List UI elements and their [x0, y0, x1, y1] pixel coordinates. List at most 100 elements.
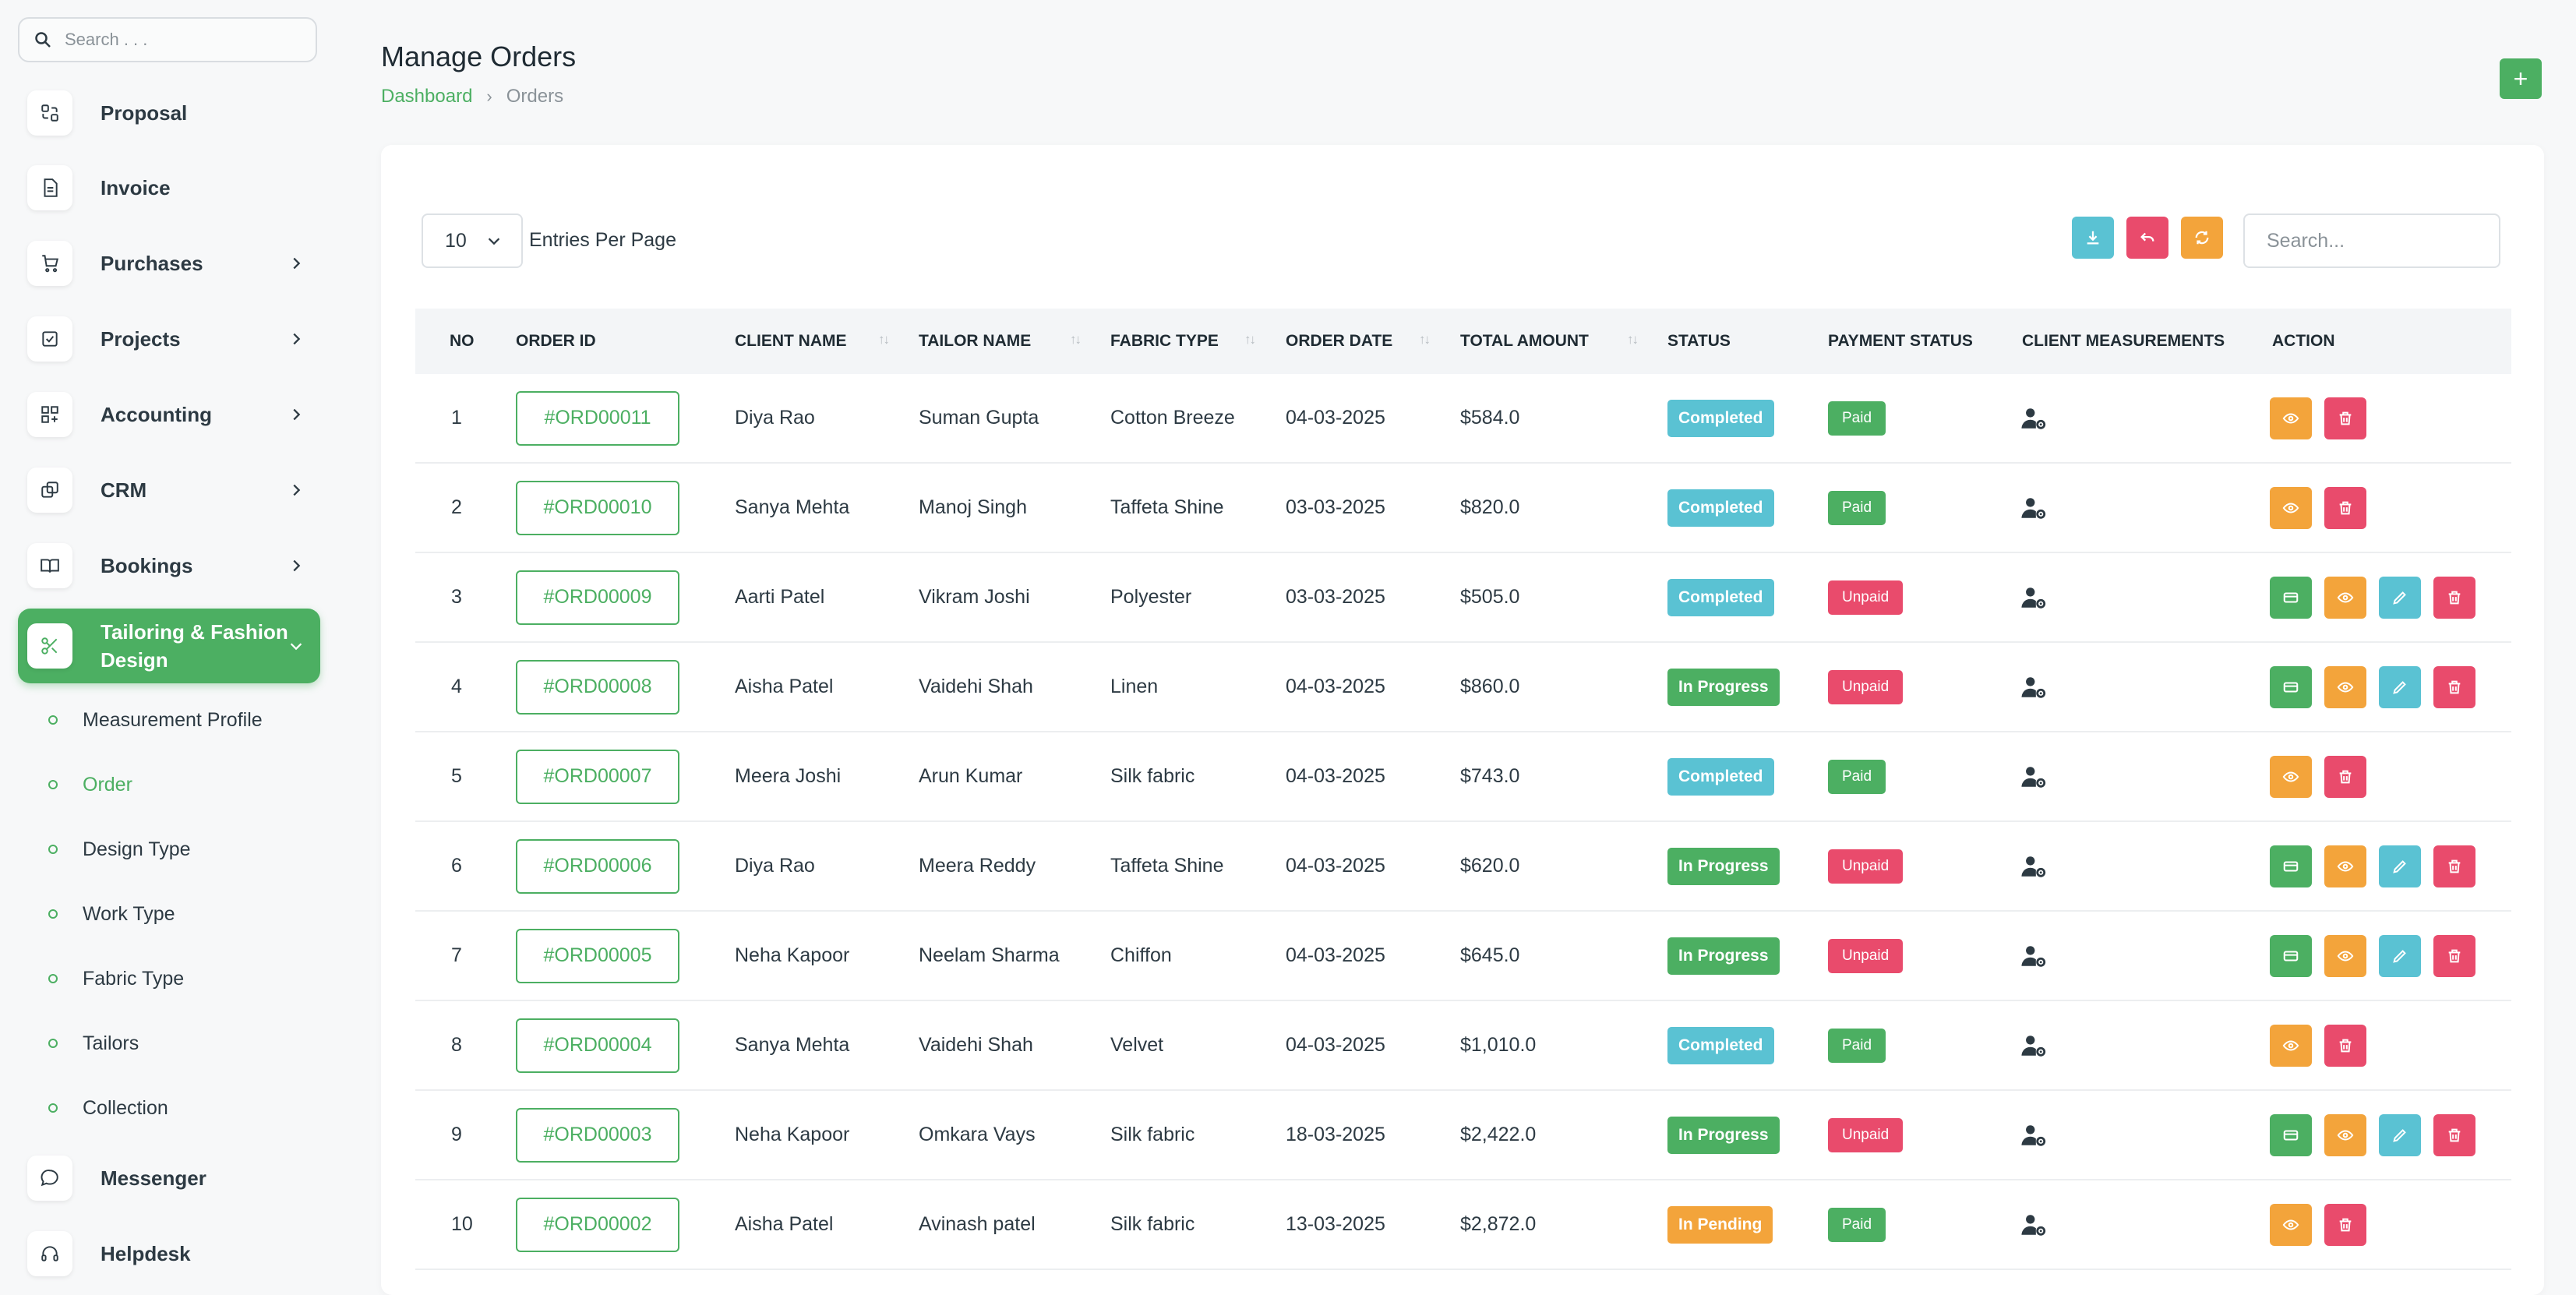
order-date: 13-03-2025: [1286, 1213, 1385, 1235]
row-number: 3: [451, 586, 462, 608]
payment-button[interactable]: [2270, 934, 2312, 977]
submenu-order[interactable]: Order: [48, 769, 132, 800]
client-measurements-button[interactable]: [2020, 1180, 2047, 1269]
refresh-button[interactable]: [2181, 217, 2223, 259]
column-header-order-date[interactable]: ORDER DATE: [1286, 332, 1393, 350]
view-button[interactable]: [2324, 1113, 2366, 1156]
client-measurements-button[interactable]: [2020, 732, 2047, 820]
sidebar-item-purchases[interactable]: Purchases: [18, 231, 320, 295]
submenu-tailors[interactable]: Tailors: [48, 1028, 139, 1059]
view-button[interactable]: [2324, 576, 2366, 619]
order-id-button[interactable]: #ORD00006: [516, 838, 679, 894]
view-button[interactable]: [2324, 934, 2366, 977]
order-date: 04-03-2025: [1286, 676, 1385, 697]
delete-button[interactable]: [2324, 486, 2366, 529]
sidebar-item-invoice[interactable]: Invoice: [18, 156, 320, 220]
view-button[interactable]: [2324, 845, 2366, 887]
table-search-placeholder: Search...: [2267, 229, 2345, 252]
submenu-measurement-profile[interactable]: Measurement Profile: [48, 704, 263, 736]
column-header-total-amount[interactable]: TOTAL AMOUNT: [1460, 332, 1589, 350]
order-id-button[interactable]: #ORD00005: [516, 928, 679, 983]
payment-button[interactable]: [2270, 665, 2312, 708]
client-name: Sanya Mehta: [735, 496, 850, 518]
sidebar-item-tailoring[interactable]: Tailoring & Fashion Design: [18, 609, 320, 683]
payment-button[interactable]: [2270, 576, 2312, 619]
sidebar-item-label: Bookings: [101, 553, 193, 577]
submenu-work-type[interactable]: Work Type: [48, 898, 175, 930]
client-measurements-button[interactable]: [2020, 553, 2047, 641]
client-measurements-button[interactable]: [2020, 374, 2047, 462]
submenu-fabric-type[interactable]: Fabric Type: [48, 963, 184, 994]
delete-button[interactable]: [2433, 1113, 2475, 1156]
delete-button[interactable]: [2324, 397, 2366, 439]
order-id-button[interactable]: #ORD00009: [516, 570, 679, 625]
table-search-input[interactable]: Search...: [2243, 213, 2500, 268]
order-id-button[interactable]: #ORD00010: [516, 480, 679, 535]
column-header-no: NO: [450, 332, 475, 350]
order-id-button[interactable]: #ORD00011: [516, 390, 679, 446]
view-button[interactable]: [2270, 397, 2312, 439]
edit-button[interactable]: [2379, 845, 2421, 887]
sidebar-search-placeholder: Search . . .: [65, 30, 148, 49]
delete-button[interactable]: [2433, 845, 2475, 887]
fabric-type: Linen: [1110, 676, 1159, 697]
client-measurements-button[interactable]: [2020, 1091, 2047, 1179]
user-gear-icon: [2021, 408, 2046, 429]
sidebar-item-helpdesk[interactable]: Helpdesk: [18, 1222, 320, 1286]
edit-button[interactable]: [2379, 934, 2421, 977]
order-id-button[interactable]: #ORD00003: [516, 1107, 679, 1163]
view-button[interactable]: [2270, 1024, 2312, 1067]
column-header-tailor-name[interactable]: TAILOR NAME: [919, 332, 1032, 350]
breadcrumb-dashboard-link[interactable]: Dashboard: [381, 86, 473, 107]
client-measurements-button[interactable]: [2020, 912, 2047, 1000]
delete-button[interactable]: [2324, 755, 2366, 798]
sidebar-item-messenger[interactable]: Messenger: [18, 1146, 320, 1210]
sidebar-item-label: Invoice: [101, 175, 171, 199]
delete-button[interactable]: [2324, 1024, 2366, 1067]
client-measurements-button[interactable]: [2020, 464, 2047, 552]
order-id-button[interactable]: #ORD00007: [516, 749, 679, 804]
sidebar-item-proposal[interactable]: Proposal: [18, 81, 320, 145]
edit-button[interactable]: [2379, 1113, 2421, 1156]
fabric-type: Chiffon: [1110, 944, 1172, 966]
entries-per-page-select[interactable]: 10: [422, 213, 523, 268]
delete-button[interactable]: [2433, 934, 2475, 977]
undo-button[interactable]: [2126, 217, 2168, 259]
delete-button[interactable]: [2433, 576, 2475, 619]
delete-button[interactable]: [2324, 1203, 2366, 1246]
trash-icon: [2448, 591, 2461, 604]
view-button[interactable]: [2270, 486, 2312, 529]
download-button[interactable]: [2072, 217, 2114, 259]
payment-button[interactable]: [2270, 1113, 2312, 1156]
view-button[interactable]: [2324, 665, 2366, 708]
submenu-collection[interactable]: Collection: [48, 1092, 168, 1124]
edit-button[interactable]: [2379, 665, 2421, 708]
fabric-type: Silk fabric: [1110, 1124, 1195, 1145]
add-order-button[interactable]: +: [2500, 58, 2542, 99]
crm-icon: [41, 482, 58, 498]
sidebar-item-crm[interactable]: CRM: [18, 458, 320, 522]
card-icon: [2283, 1129, 2299, 1141]
sidebar-item-projects[interactable]: Projects: [18, 307, 320, 371]
payment-button[interactable]: [2270, 845, 2312, 887]
client-measurements-button[interactable]: [2020, 822, 2047, 910]
total-amount: $620.0: [1460, 855, 1520, 877]
column-header-client-name[interactable]: CLIENT NAME: [735, 332, 847, 350]
column-header-fabric-type[interactable]: FABRIC TYPE: [1110, 332, 1219, 350]
sidebar-item-accounting[interactable]: Accounting: [18, 383, 320, 446]
edit-button[interactable]: [2379, 576, 2421, 619]
order-id-button[interactable]: #ORD00008: [516, 659, 679, 715]
view-button[interactable]: [2270, 755, 2312, 798]
order-id-button[interactable]: #ORD00004: [516, 1018, 679, 1073]
total-amount: $1,010.0: [1460, 1034, 1537, 1056]
delete-button[interactable]: [2433, 665, 2475, 708]
client-measurements-button[interactable]: [2020, 643, 2047, 731]
view-button[interactable]: [2270, 1203, 2312, 1246]
order-id-button[interactable]: #ORD00002: [516, 1197, 679, 1252]
client-measurements-button[interactable]: [2020, 1001, 2047, 1089]
eye-icon: [2282, 771, 2299, 782]
sidebar-item-bookings[interactable]: Bookings: [18, 534, 320, 598]
client-name: Aisha Patel: [735, 1213, 834, 1235]
sidebar-search-input[interactable]: Search . . .: [18, 17, 317, 62]
submenu-design-type[interactable]: Design Type: [48, 834, 191, 865]
